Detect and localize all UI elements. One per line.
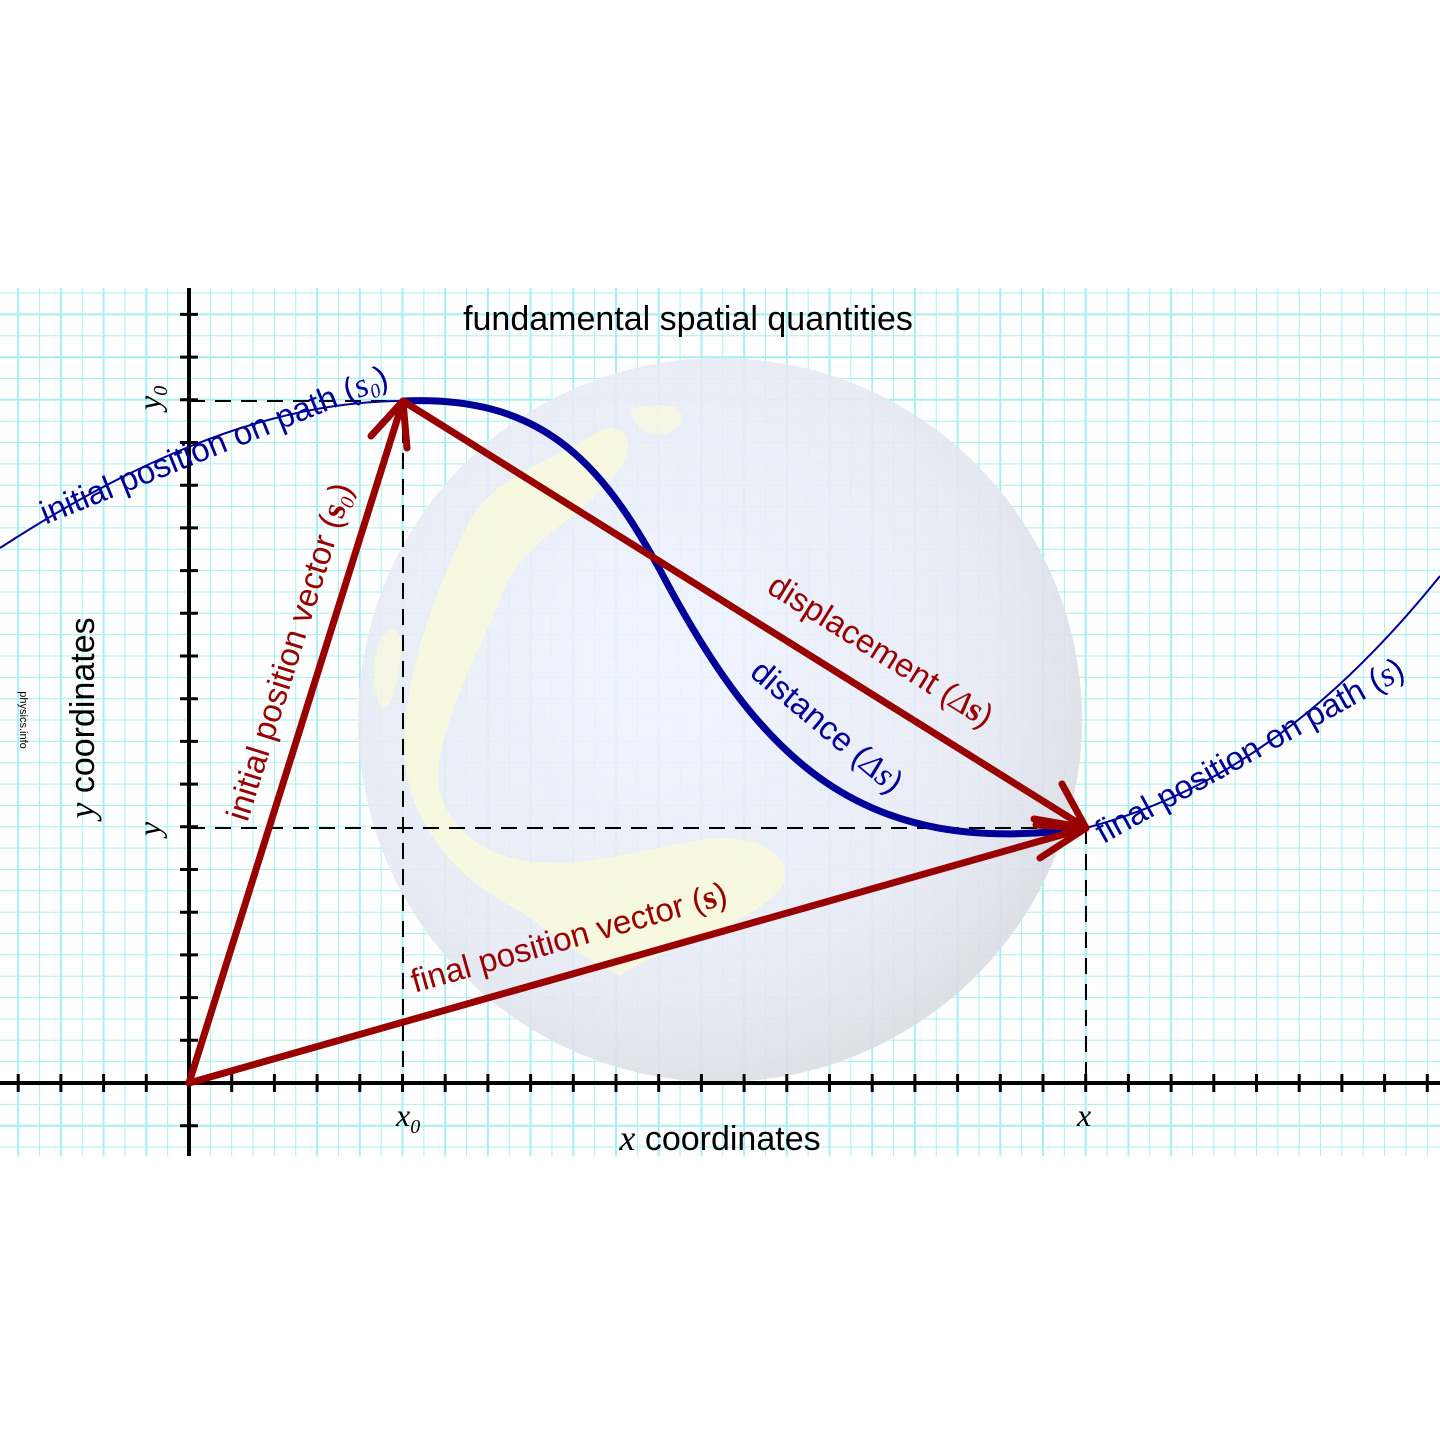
final-position-on-path-label: final position on path (s) xyxy=(1089,650,1411,852)
diagram-title: fundamental spatial quantities xyxy=(463,300,913,338)
x-tick-label: x xyxy=(1076,1097,1091,1133)
y0-tick-label: y0 xyxy=(131,386,172,413)
x-axis-title: x coordinates xyxy=(618,1118,820,1158)
globe-background xyxy=(358,358,1082,1082)
axes xyxy=(0,288,1440,1156)
watermark: physics.info xyxy=(17,691,29,748)
path-before xyxy=(0,400,404,549)
displacement-vector-arrow xyxy=(399,397,1090,832)
final-position-vector-arrow xyxy=(185,824,1090,1087)
path-after xyxy=(1085,575,1440,829)
globe-land xyxy=(404,428,786,976)
axis-ticks xyxy=(16,312,1429,1128)
x0-tick-label: x0 xyxy=(395,1097,420,1138)
displacement-arrowhead xyxy=(1032,780,1090,832)
initial-position-vector-arrow xyxy=(185,397,407,1087)
distance-curve xyxy=(402,397,1087,838)
y-axis-title: y coordinates xyxy=(62,617,102,821)
initial-position-vector-label: initial position vector (s0) xyxy=(219,478,363,826)
y-tick-label: y xyxy=(131,821,167,839)
trajectory xyxy=(0,397,1440,838)
guide-lines xyxy=(189,400,1087,1083)
vectors xyxy=(185,397,1090,1087)
